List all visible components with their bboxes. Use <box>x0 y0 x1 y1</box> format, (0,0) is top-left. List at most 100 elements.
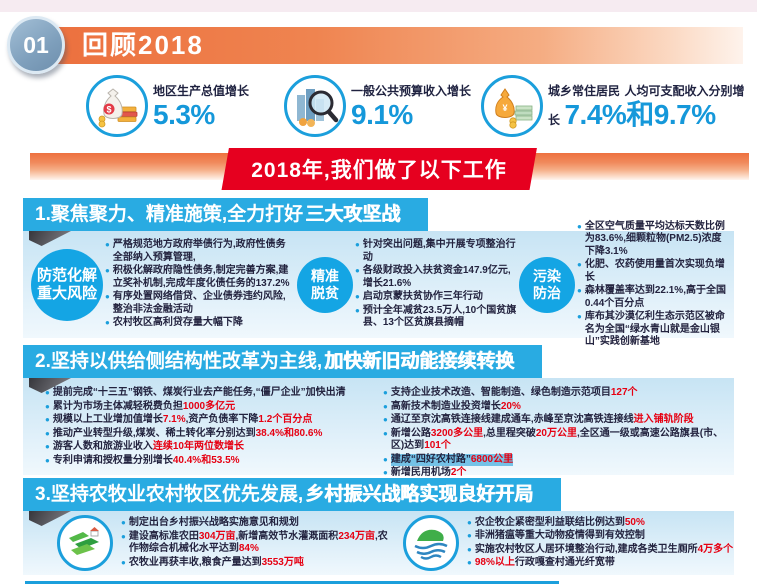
section1-panel: 防范化解 重大风险 ● 严格规范地方政府举债行为,政府性债务全部纳入预算管理, ● 积… <box>23 221 734 347</box>
section3-panel: ● 制定出台乡村振兴战略实施意见和规划 ● 建设高标准农田304万亩,新增高效节水灌溉… <box>23 511 734 575</box>
stat-label: 人均可支配收入分别增长 <box>548 84 745 127</box>
bullet-item: ● 非洲猪瘟等重大动物疫情得到有效控制 <box>467 530 645 541</box>
section1-topic-risk: 防范化解 重大风险 <box>31 248 103 321</box>
stat-label: 一般公共预算收入增长 <box>351 84 472 98</box>
section3-header: 3.坚持农牧业农村牧区优先发展, 乡村振兴战略实现良好开局 <box>23 478 562 511</box>
bullet-dot-icon: ● <box>577 312 582 321</box>
bullet-dot-icon: ● <box>383 401 388 411</box>
bullet-item: ● 严格规范地方政府举债行为,政府性债务全部纳入预算管理, <box>105 239 286 263</box>
bullet-item: ● 化肥、农药使用量首次实现负增长 <box>577 259 725 283</box>
bullet-item: ● 通辽至京沈高铁连接线建成通车,赤峰至京沈高铁连接线进入铺轨阶段 <box>383 414 694 425</box>
bullet-item: ● 启动京蒙扶贫协作三年行动 <box>355 291 483 303</box>
bullet-item: ● 有序处置网络借贷、企业债券违约风险,整治非法金融活动 <box>105 291 286 315</box>
bullet-item: ● 建设高标准农田304万亩,新增高效节水灌溉面积234万亩,农作物综合机械化水平… <box>121 530 388 555</box>
bullet-dot-icon: ● <box>45 428 50 438</box>
bullet-item: ● 针对突出问题,集中开展专项整治行动 <box>355 239 516 263</box>
poverty-bullet-list: ● 针对突出问题,集中开展专项整治行动 ● 各级财政投入扶贫资金147.9亿元,增长2… <box>355 238 517 331</box>
reform-bullet-list-left: ● 提前完成“十三五”钢铁、煤炭行业去产能任务,“僵尸企业”加快出清 ● 累计为市场主… <box>45 386 383 471</box>
bullet-dot-icon: ● <box>577 286 582 295</box>
bullet-item: ● 制定出台乡村振兴战略实施意见和规划 <box>121 517 299 528</box>
stat-value: 7.4%和9.7% <box>564 99 716 130</box>
bullet-item: ● 全区空气质量平均达标天数比例为83.6%,细颗粒物(PM2.5)浓度下降3.1… <box>577 220 725 257</box>
bullet-item: ● 专利申请和授权量分别增长40.4%和53.5% <box>45 454 240 466</box>
eco-globe-icon <box>403 515 459 571</box>
bullet-dot-icon: ● <box>383 388 388 397</box>
bullet-dot-icon: ● <box>45 415 50 424</box>
page-title: 回顾2018 <box>82 30 204 60</box>
ribbon-banner: 2018年,我们做了以下工作 <box>0 148 757 190</box>
bullet-dot-icon: ● <box>121 531 126 541</box>
bullet-dot-icon: ● <box>383 468 388 477</box>
rural-group-right: ● 农企牧企紧密型利益联结比例达到50% ● 非洲猪瘟等重大动物疫情得到有效控制 ● 实施… <box>403 515 739 571</box>
bullet-dot-icon: ● <box>467 558 472 567</box>
livestock-bullet-list: ● 农企牧企紧密型利益联结比例达到50% ● 非洲猪瘟等重大动物疫情得到有效控制 ● 实施… <box>467 516 739 571</box>
coin-pouch-icon: ¥ <box>481 75 543 137</box>
bullet-item: ● 积极化解政府隐性债务,制定完善方案,建立奖补机制,完成年度化债任务的137.2… <box>105 265 290 289</box>
bullet-dot-icon: ● <box>467 517 472 527</box>
badge-number: 01 <box>23 31 49 58</box>
stat-value: 5.3% <box>153 99 215 130</box>
bullet-item: ● 支持企业技术改造、智能制造、绿色制造示范项目127个 <box>383 387 638 398</box>
bullet-item: ● 各级财政投入扶贫资金147.9亿元,增长21.6% <box>355 265 511 289</box>
bullet-dot-icon: ● <box>45 388 50 397</box>
farmland-icon <box>57 515 113 571</box>
section2-header: 2.坚持以供给侧结构性改革为主线, 加快新旧动能接续转换 <box>23 345 543 378</box>
section-number-badge: 01 <box>7 16 65 74</box>
bullet-dot-icon: ● <box>383 428 388 438</box>
section1-topic-poverty: 精准 脱贫 <box>297 256 353 313</box>
agriculture-bullet-list: ● 制定出台乡村振兴战略实施意见和规划 ● 建设高标准农田304万亩,新增高效节水灌溉… <box>121 516 389 570</box>
money-bag-icon: $ <box>86 75 148 137</box>
bullet-dot-icon: ● <box>105 240 110 250</box>
rural-group-left: ● 制定出台乡村振兴战略实施意见和规划 ● 建设高标准农田304万亩,新增高效节水灌溉… <box>57 515 389 571</box>
bullet-dot-icon: ● <box>355 240 360 250</box>
bullet-dot-icon: ● <box>105 266 110 276</box>
bullet-dot-icon: ● <box>355 305 360 315</box>
svg-text:¥: ¥ <box>502 103 507 113</box>
bullet-item: ● 98%以上行政嘎查村通光纤宽带 <box>467 557 615 568</box>
bullet-item: ● 预计全年减贫23.5万人,10个国贫旗县、13个区贫旗县摘帽 <box>355 304 517 329</box>
bullet-item: ● 累计为市场主体减轻税费负担1000多亿元 <box>45 400 236 412</box>
income-stat: ¥ 城乡常住居民 人均可支配收入分别增长 7.4%和9.7% <box>481 66 749 146</box>
bullet-item: ● 库布其沙漠亿利生态示范区被命名为全国“绿水青山就是金山银山”实践创新基地 <box>577 311 725 347</box>
section-banner: 回顾2018 <box>30 27 743 64</box>
bullet-item: ● 实施农村牧区人居环境整治行动,建成各类卫生厕所4万多个 <box>467 543 734 555</box>
bullet-item: ● 农村牧区高利贷存量大幅下降 <box>105 317 243 329</box>
bullet-dot-icon: ● <box>383 415 388 424</box>
top-strip <box>0 0 757 12</box>
bullet-item: ● 森林覆盖率达到22.1%,高于全国0.44个百分点 <box>577 285 726 309</box>
fold-corner <box>29 231 71 246</box>
stat-label: 地区生产总值增长 <box>153 84 250 98</box>
bullet-dot-icon: ● <box>577 260 582 269</box>
next-section-edge <box>25 581 559 584</box>
stat-value: 9.1% <box>351 99 413 130</box>
bullet-dot-icon: ● <box>45 455 50 465</box>
bullet-dot-icon: ● <box>121 518 126 527</box>
section1-topic-pollution: 污染 防治 <box>519 256 575 313</box>
gdp-stat: $ 地区生产总值增长 5.3% <box>86 66 284 146</box>
reform-bullet-list-right: ● 支持企业技术改造、智能制造、绿色制造示范项目127个 ● 高新技术制造业投资增长2… <box>383 386 730 478</box>
bullet-item: ● 高新技术制造业投资增长20% <box>383 400 521 412</box>
svg-text:$: $ <box>106 105 111 115</box>
key-stats-row: $ 地区生产总值增长 5.3% <box>86 66 751 146</box>
pollution-bullet-list: ● 全区空气质量平均达标天数比例为83.6%,细颗粒物(PM2.5)浓度下降3.1… <box>577 220 727 350</box>
bullet-dot-icon: ● <box>45 442 50 451</box>
bullet-item: ● 建成“四好农村路”6800公里 <box>383 453 514 466</box>
magnifier-buildings-icon <box>284 75 346 137</box>
section2-panel: ● 提前完成“十三五”钢铁、煤炭行业去产能任务,“僵尸企业”加快出清 ● 累计为市场主… <box>23 378 734 478</box>
bullet-item: ● 推动产业转型升级,煤炭、稀土转化率分别达到38.4%和80.6% <box>45 427 323 439</box>
bullet-item: ● 新增民用机场2个 <box>383 467 467 478</box>
bullet-dot-icon: ● <box>105 292 110 302</box>
bullet-dot-icon: ● <box>45 401 50 411</box>
revenue-stat: 一般公共预算收入增长 9.1% <box>284 66 481 146</box>
bullet-dot-icon: ● <box>105 318 110 328</box>
bullet-dot-icon: ● <box>383 454 388 464</box>
bullet-item: ● 提前完成“十三五”钢铁、煤炭行业去产能任务,“僵尸企业”加快出清 <box>45 387 346 398</box>
risk-bullet-list: ● 严格规范地方政府举债行为,政府性债务全部纳入预算管理, ● 积极化解政府隐性债务,… <box>105 238 295 331</box>
bullet-item: ● 农企牧企紧密型利益联结比例达到50% <box>467 516 645 528</box>
bullet-item: ● 规模以上工业增加值增长7.1%,资产负债率下降1.2个百分点 <box>45 414 313 425</box>
bullet-item: ● 游客人数和旅游业收入连续10年两位数增长 <box>45 441 244 452</box>
bullet-dot-icon: ● <box>467 544 472 554</box>
bullet-dot-icon: ● <box>355 292 360 302</box>
bullet-item: ● 新增公路3200多公里,总里程突破20万公里,全区通一级或高速公路旗县(市、区… <box>383 427 724 452</box>
